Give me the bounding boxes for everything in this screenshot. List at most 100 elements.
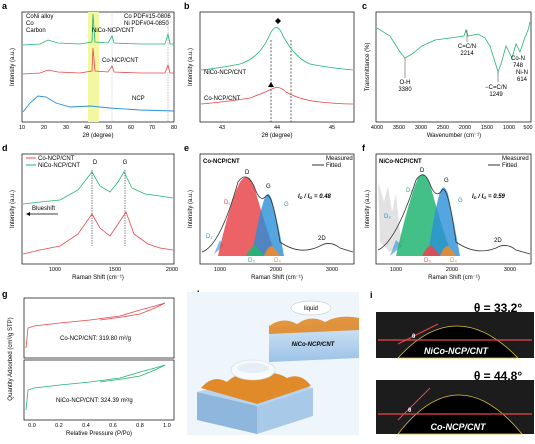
svg-text:3000: 3000 <box>504 267 516 273</box>
panel-a-ylabel: Intensity (a.u.) <box>10 48 16 86</box>
sample-2: Co-NCP/CNT <box>431 422 487 432</box>
svg-text:0.8: 0.8 <box>136 423 144 429</box>
svg-text:80: 80 <box>171 125 177 131</box>
svg-text:θ: θ <box>412 334 415 340</box>
curve-ftir <box>376 21 531 74</box>
svg-text:D₃: D₃ <box>248 258 255 264</box>
panel-g: g Co-NCP/CNT: 319.80 m²/g NiCo-NCP/CNT: … <box>0 288 180 439</box>
panel-c: c O-H 3380 C=C/N 2214 −C=C/N 1249 Co-N 7… <box>360 0 535 140</box>
panel-b-ylabel: Intensity (a.u.) <box>188 48 194 86</box>
svg-text:Measured: Measured <box>326 156 353 162</box>
panel-e-svg: e Co-NCP/CNT Measured Fitted D G D₁ D₂ G… <box>184 143 355 281</box>
svg-text:3000: 3000 <box>415 125 427 131</box>
svg-text:G: G <box>123 160 128 166</box>
panel-c-svg: c O-H 3380 C=C/N 2214 −C=C/N 1249 Co-N 7… <box>362 1 533 139</box>
liquid-drop <box>290 300 332 316</box>
angle-2: θ = 44.8° <box>474 369 523 383</box>
svg-text:D₄: D₄ <box>450 258 457 264</box>
curve-b-co <box>200 87 354 105</box>
svg-text:Co-N: Co-N <box>511 56 525 62</box>
panel-f: f NiCo-NCP/CNT Measured Fitted D G D₁ D₂… <box>360 142 535 282</box>
svg-text:G: G <box>444 178 449 184</box>
panel-e-letter: e <box>184 143 189 153</box>
panel-b-letter: b <box>184 1 190 11</box>
svg-text:0.0: 0.0 <box>28 423 36 429</box>
svg-text:Measured: Measured <box>502 156 529 162</box>
svg-text:614: 614 <box>517 77 528 83</box>
svg-text:45: 45 <box>329 125 335 131</box>
panel-e-ylabel: Intensity (a.u.) <box>188 190 194 228</box>
curve-d-co <box>22 211 174 255</box>
legend-carbon: Carbon <box>26 28 46 34</box>
label-ncp: NCP <box>132 96 145 102</box>
svg-text:D₄: D₄ <box>274 258 281 264</box>
svg-text:2D: 2D <box>318 236 326 242</box>
panel-g-letter: g <box>2 289 8 299</box>
svg-text:C=C/N: C=C/N <box>458 44 476 50</box>
svg-text:20: 20 <box>41 125 47 131</box>
svg-text:D: D <box>93 160 98 166</box>
panel-a-xlabel: 2θ (degree) <box>82 133 113 139</box>
svg-text:1000: 1000 <box>214 267 226 273</box>
panel-b-svg: b NiCo-NCP/CNT Co-NCP/CNT 43 44 45 2θ (d… <box>184 1 355 139</box>
panel-d-ylabel: Intensity (a.u.) <box>10 190 16 228</box>
panel-i: i θ θ = 33.2° NiCo-NCP/CNT θ θ = 44.8° C… <box>368 288 535 439</box>
svg-text:O-H: O-H <box>400 80 411 86</box>
curve-d-nico <box>22 171 174 205</box>
svg-text:D₂: D₂ <box>206 234 213 240</box>
svg-text:0.4: 0.4 <box>82 423 90 429</box>
highlight-band <box>88 12 99 122</box>
diamond-icon <box>275 18 281 24</box>
panel-f-title: NiCo-NCP/CNT <box>379 159 422 165</box>
svg-text:44: 44 <box>274 125 280 131</box>
svg-text:0.2: 0.2 <box>55 423 63 429</box>
sample-1: NiCo-NCP/CNT <box>424 346 489 356</box>
legend-d-nico: NiCo-NCP/CNT <box>38 163 80 169</box>
svg-text:60: 60 <box>128 125 134 131</box>
svg-text:1000: 1000 <box>503 125 515 131</box>
svg-text:Ni-N: Ni-N <box>516 70 528 76</box>
svg-text:30: 30 <box>63 125 69 131</box>
angle-1: θ = 33.2° <box>474 301 523 315</box>
pdf-co: Co PDF#15-0806 <box>124 14 171 20</box>
svg-text:D: D <box>420 168 425 174</box>
bet-co: Co-NCP/CNT: 319.80 m²/g <box>60 336 131 342</box>
svg-text:2214: 2214 <box>460 51 474 57</box>
svg-text:2000: 2000 <box>446 267 458 273</box>
svg-text:748: 748 <box>513 63 524 69</box>
svg-text:10: 10 <box>19 125 25 131</box>
svg-text:2D: 2D <box>494 238 502 244</box>
panel-g-xlabel: Relative Pressure (P/Po) <box>66 431 132 437</box>
svg-text:D₁: D₁ <box>224 200 230 206</box>
svg-text:2000: 2000 <box>459 125 471 131</box>
panel-h-svg: h liquid NiCo-NCP/CNT <box>187 289 359 435</box>
curve-nico <box>22 13 174 46</box>
svg-text:2000: 2000 <box>166 267 178 273</box>
svg-text:−C=C/N: −C=C/N <box>485 85 507 91</box>
svg-text:70: 70 <box>149 125 155 131</box>
svg-text:1000: 1000 <box>390 267 402 273</box>
triangle-icon <box>268 82 274 87</box>
svg-text:G: G <box>266 184 271 190</box>
panel-d-letter: d <box>2 143 8 153</box>
curve-g-nico-ads <box>25 364 166 411</box>
panel-c-letter: c <box>362 1 367 11</box>
ratio-f: ID / IG = 0.59 <box>472 194 506 200</box>
panel-e: e Co-NCP/CNT Measured Fitted D G D₁ D₂ G… <box>180 142 360 282</box>
svg-text:G: G <box>458 198 463 204</box>
svg-text:D: D <box>245 170 250 176</box>
legend-d-co: Co-NCP/CNT <box>38 156 75 162</box>
curve-g-co-ads <box>25 302 166 349</box>
ratio-e: ID / IG = 0.48 <box>298 194 332 200</box>
panel-d-xlabel: Raman Shift (cm⁻¹) <box>72 275 124 281</box>
material-label: NiCo-NCP/CNT <box>292 342 336 348</box>
svg-text:1500: 1500 <box>109 267 121 273</box>
svg-text:4000: 4000 <box>371 125 383 131</box>
panel-g-svg: g Co-NCP/CNT: 319.80 m²/g NiCo-NCP/CNT: … <box>2 289 175 437</box>
svg-text:G: G <box>284 202 289 208</box>
svg-text:3000: 3000 <box>326 267 338 273</box>
svg-text:2000: 2000 <box>270 267 282 273</box>
svg-text:D₂: D₂ <box>384 214 391 220</box>
svg-text:1500: 1500 <box>481 125 493 131</box>
svg-text:0.6: 0.6 <box>109 423 117 429</box>
